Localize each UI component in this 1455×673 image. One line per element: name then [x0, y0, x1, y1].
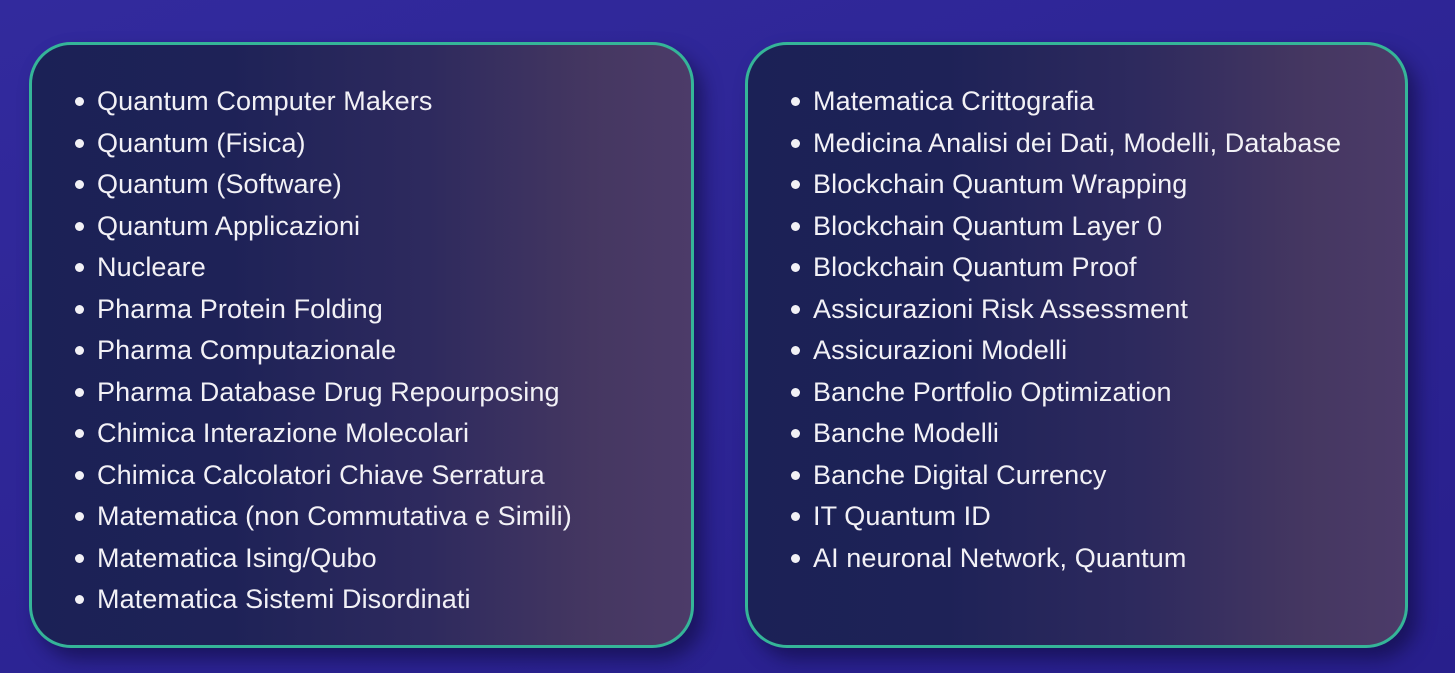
bullet-icon: [791, 470, 800, 480]
list-item: Chimica Calcolatori Chiave Serratura: [75, 455, 663, 497]
list-item: Pharma Database Drug Repourposing: [75, 372, 663, 414]
list-item: Pharma Protein Folding: [75, 289, 663, 331]
list-item-label: Blockchain Quantum Proof: [813, 252, 1137, 282]
bullet-icon: [791, 387, 800, 397]
bullet-icon: [75, 180, 84, 189]
left-category-panel: Quantum Computer Makers Quantum (Fisica) Q…: [29, 42, 694, 648]
list-item-label: Matematica Ising/Qubo: [97, 542, 377, 573]
bullet-icon: [75, 304, 84, 314]
bullet-icon: [791, 221, 800, 231]
list-item-label: Matematica Sistemi Disordinati: [97, 584, 471, 614]
list-item-label: Chimica Calcolatori Chiave Serratura: [97, 459, 545, 490]
bullet-icon: [791, 304, 800, 314]
list-item: Blockchain Quantum Layer 0: [791, 206, 1377, 248]
list-item: Assicurazioni Risk Assessment: [791, 289, 1377, 331]
bullet-icon: [75, 346, 84, 355]
list-item: Blockchain Quantum Wrapping: [791, 164, 1377, 206]
list-item-label: Matematica Crittografia: [813, 86, 1095, 116]
bullet-icon: [75, 138, 84, 148]
list-item-label: Banche Digital Currency: [813, 459, 1107, 490]
list-item-label: Pharma Computazionale: [97, 335, 397, 365]
list-item: Pharma Computazionale: [75, 330, 663, 372]
list-item-label: Matematica (non Commutativa e Simili): [97, 501, 572, 531]
list-item-label: Chimica Interazione Molecolari: [97, 418, 470, 448]
list-item-label: IT Quantum ID: [813, 501, 991, 531]
list-item-label: Blockchain Quantum Layer 0: [813, 210, 1163, 241]
list-item-label: Banche Portfolio Optimization: [813, 376, 1172, 407]
list-item: Matematica Ising/Qubo: [75, 538, 663, 580]
list-item-label: Pharma Database Drug Repourposing: [97, 376, 560, 407]
bullet-icon: [791, 553, 800, 563]
list-item: Quantum (Fisica): [75, 123, 663, 165]
list-item: Quantum Applicazioni: [75, 206, 663, 248]
bullet-icon: [75, 512, 84, 521]
bullet-icon: [75, 470, 84, 480]
list-item: Medicina Analisi dei Dati, Modelli, Data…: [791, 123, 1377, 165]
bullet-icon: [75, 221, 84, 231]
list-item-label: Pharma Protein Folding: [97, 293, 383, 324]
bullet-icon: [791, 97, 800, 106]
bullet-icon: [791, 180, 800, 189]
list-item: Matematica Sistemi Disordinati: [75, 579, 663, 621]
list-item: AI neuronal Network, Quantum: [791, 538, 1377, 580]
list-item-label: Blockchain Quantum Wrapping: [813, 169, 1188, 199]
list-item-label: Banche Modelli: [813, 418, 1000, 448]
bullet-icon: [791, 138, 800, 148]
list-item: Matematica Crittografia: [791, 81, 1377, 123]
list-item-label: Nucleare: [97, 252, 206, 282]
list-item: Assicurazioni Modelli: [791, 330, 1377, 372]
list-item: Nucleare: [75, 247, 663, 289]
right-category-panel: Matematica Crittografia Medicina Analisi …: [745, 42, 1408, 648]
list-item: IT Quantum ID: [791, 496, 1377, 538]
bullet-icon: [75, 595, 84, 604]
list-item-label: Quantum (Fisica): [97, 127, 306, 158]
list-item: Banche Digital Currency: [791, 455, 1377, 497]
bullet-icon: [75, 263, 84, 272]
list-item-label: Medicina Analisi dei Dati, Modelli, Data…: [813, 127, 1342, 158]
list-item-label: Quantum Applicazioni: [97, 210, 361, 241]
list-item-label: Quantum Computer Makers: [97, 86, 433, 116]
bullet-icon: [75, 97, 84, 106]
bullet-icon: [75, 553, 84, 563]
left-category-list: Quantum Computer Makers Quantum (Fisica) Q…: [32, 45, 691, 621]
bullet-icon: [791, 263, 800, 272]
bullet-icon: [791, 429, 800, 438]
bullet-icon: [75, 429, 84, 438]
list-item-label: Assicurazioni Risk Assessment: [813, 293, 1189, 324]
list-item: Blockchain Quantum Proof: [791, 247, 1377, 289]
list-item: Chimica Interazione Molecolari: [75, 413, 663, 455]
right-category-list: Matematica Crittografia Medicina Analisi …: [748, 45, 1405, 579]
list-item: Matematica (non Commutativa e Simili): [75, 496, 663, 538]
list-item: Quantum Computer Makers: [75, 81, 663, 123]
bullet-icon: [791, 512, 800, 521]
list-item-label: Assicurazioni Modelli: [813, 335, 1068, 365]
list-item: Quantum (Software): [75, 164, 663, 206]
bullet-icon: [791, 346, 800, 355]
list-item-label: AI neuronal Network, Quantum: [813, 542, 1187, 573]
list-item: Banche Modelli: [791, 413, 1377, 455]
bullet-icon: [75, 387, 84, 397]
list-item: Banche Portfolio Optimization: [791, 372, 1377, 414]
list-item-label: Quantum (Software): [97, 169, 342, 199]
